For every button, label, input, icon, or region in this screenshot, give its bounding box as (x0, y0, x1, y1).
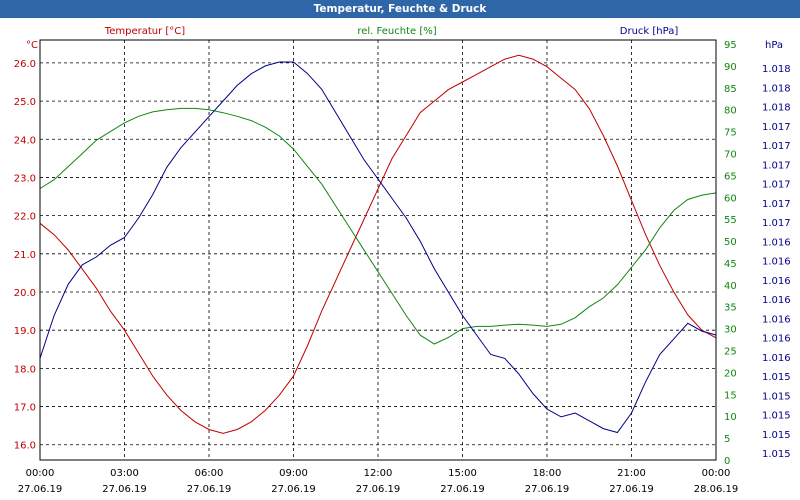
pressure-tick-label: 1.017 (762, 199, 791, 210)
humidity-series-line (39, 107, 717, 345)
humidity-tick-label: 85 (724, 84, 737, 95)
x-tick-time: 03:00 (110, 468, 139, 479)
humidity-tick-label: 10 (724, 412, 737, 423)
pressure-tick-label: 1.015 (762, 430, 791, 441)
pressure-tick-label: 1.016 (762, 295, 791, 306)
pressure-unit: hPa (765, 40, 783, 51)
pressure-tick-label: 1.016 (762, 314, 791, 325)
grid (40, 40, 716, 460)
pressure-tick-label: 1.016 (762, 237, 791, 248)
pressure-tick-label: 1.017 (762, 218, 791, 229)
pressure-tick-label: 1.017 (762, 160, 791, 171)
x-tick-time: 00:00 (702, 468, 731, 479)
pressure-tick-label: 1.016 (762, 276, 791, 287)
humidity-tick-label: 40 (724, 281, 737, 292)
pressure-axis: 1.018 1.018 1.018 1.017 1.017 1.017 1.017 1.017… (762, 64, 791, 460)
temperature-tick-label: 23.0 (14, 173, 36, 184)
pressure-tick-label: 1.017 (762, 180, 791, 191)
pressure-tick-label: 1.018 (762, 83, 791, 94)
pressure-tick-label: 1.018 (762, 103, 791, 114)
pressure-tick-label: 1.016 (762, 353, 791, 364)
x-tick-date: 27.06.19 (609, 484, 654, 495)
humidity-tick-label: 55 (724, 215, 737, 226)
humidity-legend: rel. Feuchte [%] (357, 26, 436, 37)
temperature-tick-label: 18.0 (14, 364, 36, 375)
temperature-series-line (39, 54, 717, 434)
temperature-legend: Temperatur [°C] (104, 26, 185, 37)
x-tick-date: 27.06.19 (187, 484, 232, 495)
x-tick-time: 21:00 (617, 468, 646, 479)
humidity-tick-label: 50 (724, 237, 737, 248)
temperature-tick-label: 22.0 (14, 212, 36, 223)
pressure-tick-label: 1.016 (762, 334, 791, 345)
pressure-tick-label: 1.018 (762, 64, 791, 75)
x-tick-date: 27.06.19 (102, 484, 147, 495)
humidity-tick-label: 35 (724, 303, 737, 314)
pressure-tick-label: 1.016 (762, 257, 791, 268)
x-tick-time: 15:00 (448, 468, 477, 479)
series-lines (39, 54, 717, 434)
pressure-series-line (39, 61, 717, 434)
humidity-tick-label: 5 (724, 434, 730, 445)
x-tick-date: 27.06.19 (440, 484, 485, 495)
pressure-tick-label: 1.017 (762, 141, 791, 152)
temperature-tick-label: 20.0 (14, 288, 36, 299)
x-tick-date: 27.06.19 (356, 484, 401, 495)
humidity-tick-label: 45 (724, 259, 737, 270)
pressure-tick-label: 1.015 (762, 372, 791, 383)
pressure-tick-label: 1.015 (762, 449, 791, 460)
x-tick-time: 12:00 (364, 468, 393, 479)
humidity-tick-label: 60 (724, 193, 737, 204)
humidity-tick-label: 70 (724, 149, 737, 160)
x-tick-date: 27.06.19 (18, 484, 63, 495)
humidity-tick-label: 80 (724, 106, 737, 117)
temperature-tick-label: 21.0 (14, 250, 36, 261)
humidity-tick-label: 90 (724, 62, 737, 73)
humidity-tick-label: 20 (724, 368, 737, 379)
chart-title: Temperatur, Feuchte & Druck (0, 0, 800, 18)
temperature-unit: °C (26, 40, 38, 51)
x-axis: 00:00 27.06.19 03:00 27.06.19 06:00 27.06.19 0… (18, 468, 739, 495)
pressure-tick-label: 1.015 (762, 411, 791, 422)
x-tick-time: 06:00 (195, 468, 224, 479)
x-tick-date: 27.06.19 (271, 484, 316, 495)
humidity-tick-label: 65 (724, 171, 737, 182)
temperature-tick-label: 26.0 (14, 59, 36, 70)
plot-frame (39, 39, 717, 461)
humidity-tick-label: 95 (724, 40, 737, 51)
temperature-tick-label: 16.0 (14, 441, 36, 452)
temperature-tick-label: 24.0 (14, 135, 36, 146)
humidity-axis: 0 5 10 15 20 25 30 35 40 45 50 55 60 65 70 75 80 85 90 95 (724, 40, 737, 467)
humidity-tick-label: 0 (724, 456, 730, 467)
x-tick-time: 18:00 (533, 468, 562, 479)
humidity-tick-label: 15 (724, 390, 737, 401)
x-tick-time: 09:00 (279, 468, 308, 479)
humidity-tick-label: 30 (724, 325, 737, 336)
x-tick-date: 28.06.19 (694, 484, 739, 495)
pressure-tick-label: 1.017 (762, 122, 791, 133)
pressure-legend: Druck [hPa] (620, 26, 679, 37)
humidity-tick-label: 25 (724, 347, 737, 358)
temperature-axis: 16.0 17.0 18.0 19.0 20.0 21.0 22.0 23.0 24.0 25.0… (14, 59, 36, 452)
humidity-tick-label: 75 (724, 128, 737, 139)
temperature-tick-label: 19.0 (14, 326, 36, 337)
pressure-tick-label: 1.015 (762, 391, 791, 402)
x-tick-date: 27.06.19 (525, 484, 570, 495)
temperature-tick-label: 17.0 (14, 403, 36, 414)
x-tick-time: 00:00 (26, 468, 55, 479)
temperature-tick-label: 25.0 (14, 97, 36, 108)
